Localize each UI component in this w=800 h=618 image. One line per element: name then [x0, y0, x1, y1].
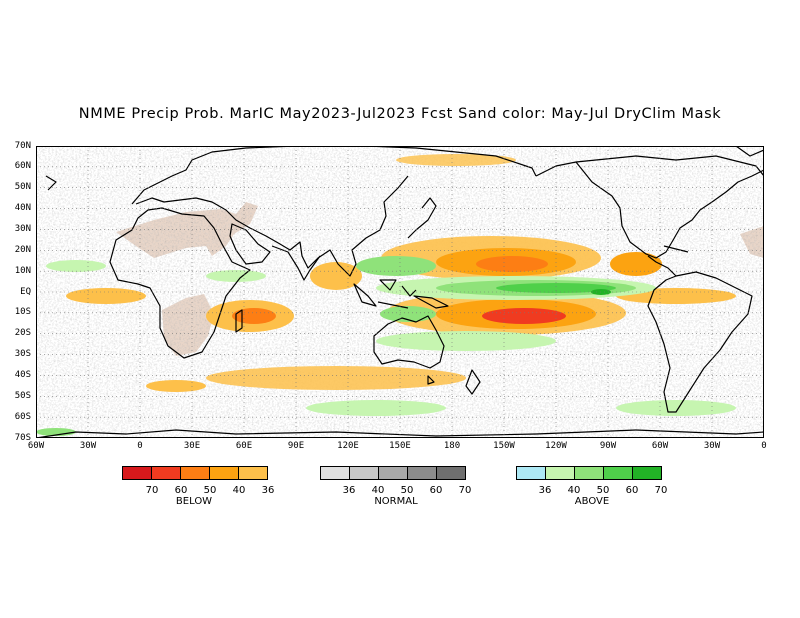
colorbar-tick: 60	[429, 485, 443, 496]
colorbar-caption: BELOW	[175, 496, 213, 507]
longitude-label: 120E	[337, 441, 359, 451]
longitude-label: 90W	[599, 441, 617, 451]
latitude-label: EQ	[20, 286, 31, 297]
longitude-label: 30W	[79, 441, 97, 451]
latitude-label: 10N	[14, 265, 31, 276]
latitude-label: 30N	[14, 223, 31, 234]
colorbar-tick: 40	[567, 485, 581, 496]
coastlines	[36, 146, 764, 438]
colorbar-tick: 50	[400, 485, 414, 496]
colorbar-tick: 70	[458, 485, 472, 496]
longitude-label: 90E	[287, 441, 305, 451]
latitude-label: 60N	[14, 161, 31, 172]
above-normal-areas	[36, 256, 736, 436]
colorbar-tick: 60	[174, 485, 188, 496]
colorbar-tick: 60	[625, 485, 639, 496]
latitude-label: 10S	[14, 307, 31, 318]
colorbar-tick: 50	[203, 485, 217, 496]
colorbar-normal-swatch	[378, 466, 408, 480]
longitude-label: 30E	[183, 441, 201, 451]
longitude-label: 120W	[545, 441, 567, 451]
colorbar-caption: NORMAL	[374, 496, 418, 507]
longitude-label: 30W	[703, 441, 721, 451]
map-title: NMME Precip Prob. MarIC May2023-Jul2023 …	[78, 106, 722, 122]
below-normal-areas	[66, 154, 736, 392]
latitude-label: 30S	[14, 349, 31, 360]
colorbar-caption: ABOVE	[574, 496, 610, 507]
longitude-label: 0	[761, 441, 767, 451]
latitude-label: 20S	[14, 328, 31, 339]
colorbar-below-swatch	[209, 466, 239, 480]
longitude-label: 60W	[651, 441, 669, 451]
colorbar-above-swatch	[574, 466, 604, 480]
latitude-label: 50N	[14, 182, 31, 193]
colorbar-below-swatch	[122, 466, 152, 480]
longitude-label: 150W	[493, 441, 515, 451]
colorbar-below-swatch	[151, 466, 181, 480]
latitude-label: 50S	[14, 390, 31, 401]
colorbar-above-swatch	[516, 466, 546, 480]
colorbar-above-swatch	[603, 466, 633, 480]
latitude-label: 70S	[14, 432, 31, 443]
longitude-label: 60E	[235, 441, 253, 451]
latitude-label: 40N	[14, 203, 31, 214]
colorbar-normal-swatch	[407, 466, 437, 480]
colorbar-tick: 36	[538, 485, 552, 496]
latitude-label: 60S	[14, 411, 31, 422]
colorbar-tick: 36	[261, 485, 275, 496]
longitude-label: 0	[137, 441, 143, 451]
colorbar-above-swatch	[632, 466, 662, 480]
graticule	[36, 146, 764, 438]
colorbar-tick: 36	[342, 485, 356, 496]
colorbar-tick: 40	[232, 485, 246, 496]
latitude-label: 20N	[14, 244, 31, 255]
longitude-label: 180	[443, 441, 461, 451]
colorbar-below-swatch	[238, 466, 268, 480]
colorbar-normal-swatch	[320, 466, 350, 480]
latitude-label: 40S	[14, 369, 31, 380]
colorbar-below-swatch	[180, 466, 210, 480]
colorbar-normal-swatch	[349, 466, 379, 480]
colorbar-above-swatch	[545, 466, 575, 480]
colorbar-normal-swatch	[436, 466, 466, 480]
colorbar-tick: 50	[596, 485, 610, 496]
longitude-label: 60W	[27, 441, 45, 451]
longitude-label: 150E	[389, 441, 411, 451]
colorbar-tick: 70	[654, 485, 668, 496]
colorbar-tick: 40	[371, 485, 385, 496]
colorbar-tick: 70	[145, 485, 159, 496]
map-frame	[36, 146, 764, 438]
forecast-map	[36, 146, 764, 438]
latitude-label: 70N	[14, 140, 31, 151]
